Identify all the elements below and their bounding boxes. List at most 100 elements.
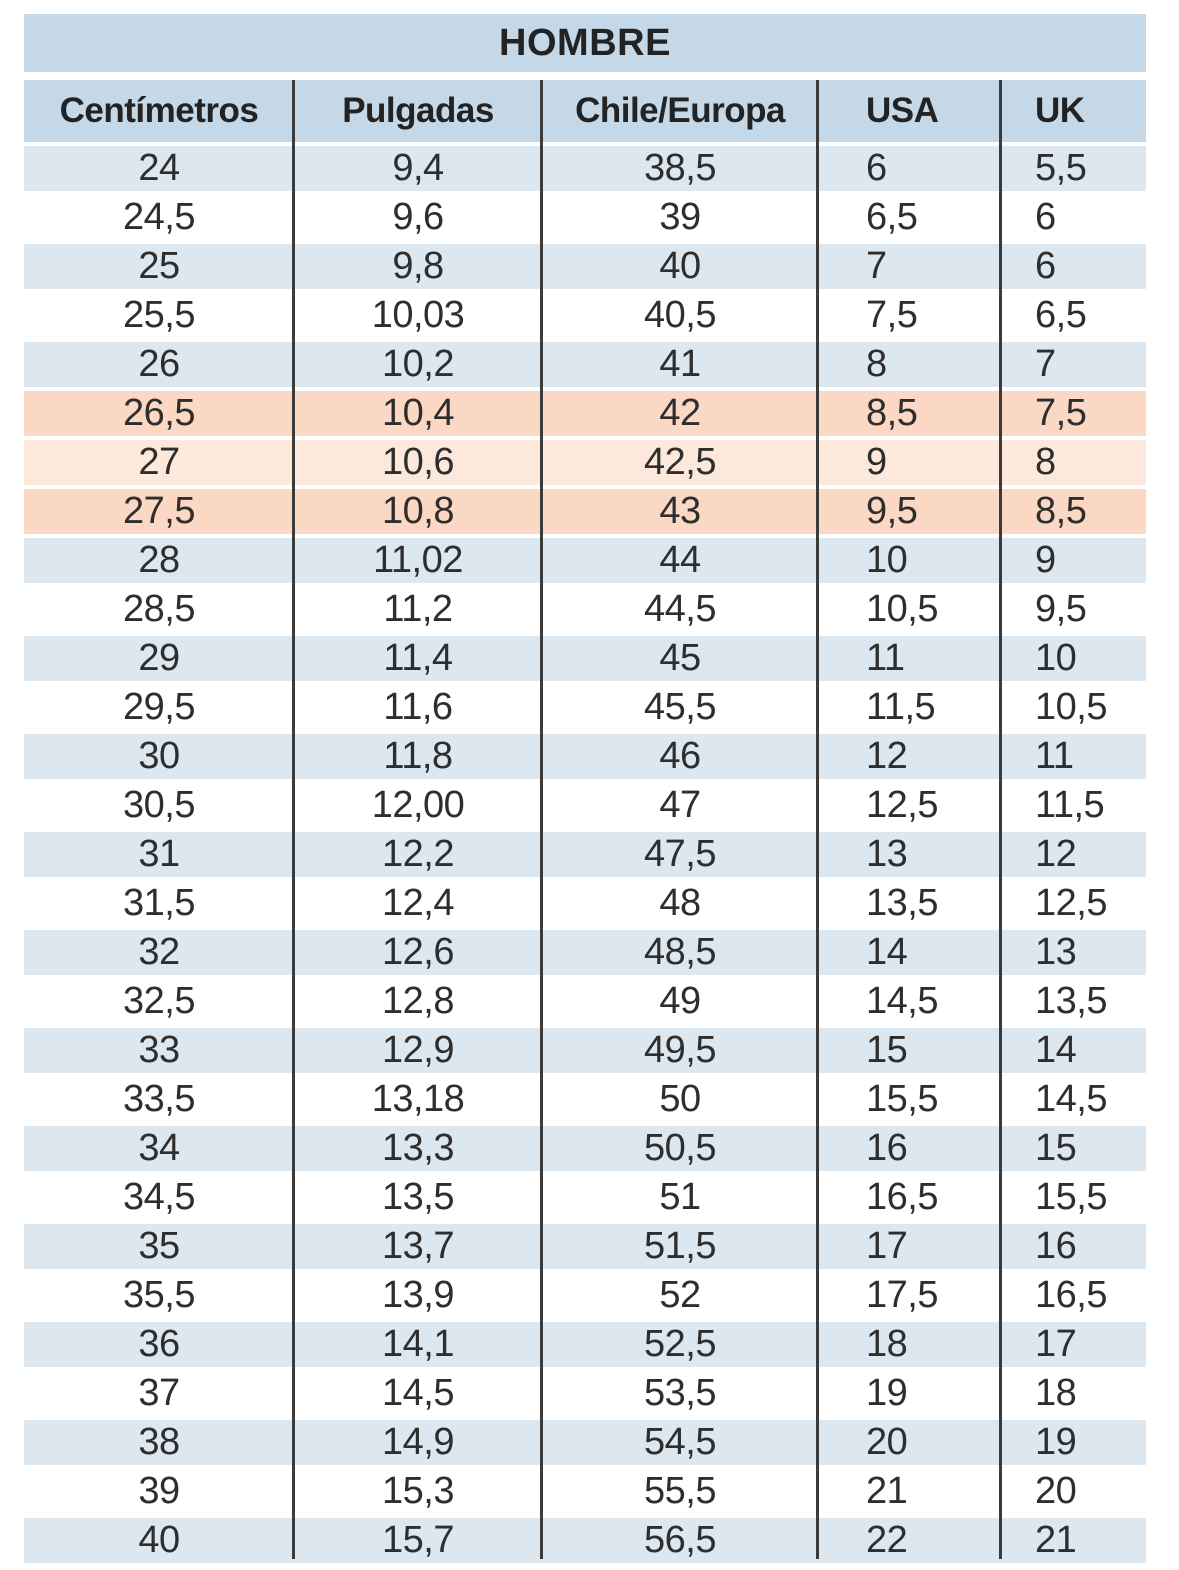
table-cell: 41 — [542, 342, 818, 387]
table-cell: 26,5 — [24, 391, 294, 436]
column-header: UK — [1035, 91, 1085, 130]
table-cell: 17,5 — [818, 1273, 1001, 1318]
table-cell: 24 — [24, 146, 294, 191]
table-cell: 32 — [24, 930, 294, 975]
table-cell: 11,6 — [294, 685, 542, 730]
table-cell: 10,5 — [818, 587, 1001, 632]
table-row: 30 11,8 46 12 11 — [24, 734, 1146, 779]
table-row: 37 14,5 53,5 19 18 — [24, 1371, 1146, 1416]
table-row: 25,5 10,03 40,5 7,5 6,5 — [24, 293, 1146, 338]
table-cell: 9,8 — [294, 244, 542, 289]
column-divider — [816, 80, 819, 1559]
table-cell: 12,00 — [294, 783, 542, 828]
table-cell: 43 — [542, 489, 818, 534]
table-cell: 12,6 — [294, 930, 542, 975]
table-cell: 27,5 — [24, 489, 294, 534]
table-cell: 13,3 — [294, 1126, 542, 1171]
table-cell: 39 — [542, 195, 818, 240]
table-cell: 48 — [542, 881, 818, 926]
table-cell: 35 — [24, 1224, 294, 1269]
size-chart: HOMBRE Centímetros Pulgadas Chile/Europa US… — [24, 14, 1146, 1563]
table-cell: 9,5 — [818, 489, 1001, 534]
table-cell: 45,5 — [542, 685, 818, 730]
table-row: 31 12,2 47,5 13 12 — [24, 832, 1146, 877]
table-cell: 7,5 — [818, 293, 1001, 338]
table-body: 24 9,4 38,5 6 5,5 24,5 9,6 39 6,5 6 25 9,8 40 7 6 25,5 1… — [24, 146, 1146, 1563]
table-cell: 12,5 — [818, 783, 1001, 828]
table-row: 24 9,4 38,5 6 5,5 — [24, 146, 1146, 191]
table-cell: 12,9 — [294, 1028, 542, 1073]
table-cell: 8 — [818, 342, 1001, 387]
table-cell: 38 — [24, 1420, 294, 1465]
table-cell: 10,03 — [294, 293, 542, 338]
table-cell: 45 — [542, 636, 818, 681]
table-cell: 38,5 — [542, 146, 818, 191]
table-cell: 25 — [24, 244, 294, 289]
table-cell: 20 — [1001, 1469, 1146, 1514]
table-cell: 51 — [542, 1175, 818, 1220]
table-cell: 11 — [1001, 734, 1146, 779]
table-cell: 14,1 — [294, 1322, 542, 1367]
table-cell: 49,5 — [542, 1028, 818, 1073]
table-cell: 46 — [542, 734, 818, 779]
table-cell: 7 — [1001, 342, 1146, 387]
table-cell: 14 — [1001, 1028, 1146, 1073]
column-header: Centímetros — [59, 91, 259, 130]
table-cell: 29 — [24, 636, 294, 681]
table-row: 33 12,9 49,5 15 14 — [24, 1028, 1146, 1073]
table-cell: 42 — [542, 391, 818, 436]
table-cell: 10,6 — [294, 440, 542, 485]
table-cell: 10,8 — [294, 489, 542, 534]
table-cell: 14 — [818, 930, 1001, 975]
table-cell: 13,5 — [818, 881, 1001, 926]
header-row: Centímetros Pulgadas Chile/Europa USA UK — [24, 80, 1146, 142]
table-row: 34 13,3 50,5 16 15 — [24, 1126, 1146, 1171]
table-cell: 44,5 — [542, 587, 818, 632]
table-cell: 39 — [24, 1469, 294, 1514]
table-cell: 21 — [818, 1469, 1001, 1514]
table-cell: 21 — [1001, 1518, 1146, 1563]
table-row: 30,5 12,00 47 12,5 11,5 — [24, 783, 1146, 828]
table-row: 39 15,3 55,5 21 20 — [24, 1469, 1146, 1514]
table-cell: 8 — [1001, 440, 1146, 485]
table-row: 25 9,8 40 7 6 — [24, 244, 1146, 289]
table-cell: 27 — [24, 440, 294, 485]
table-cell: 30,5 — [24, 783, 294, 828]
table-row: 28,5 11,2 44,5 10,5 9,5 — [24, 587, 1146, 632]
table-cell: 12,2 — [294, 832, 542, 877]
column-divider — [999, 80, 1002, 1559]
table-cell: 16,5 — [818, 1175, 1001, 1220]
table-cell: 13,9 — [294, 1273, 542, 1318]
table-row: 34,5 13,5 51 16,5 15,5 — [24, 1175, 1146, 1220]
table-cell: 14,5 — [294, 1371, 542, 1416]
table-cell: 13,7 — [294, 1224, 542, 1269]
table-cell: 11,5 — [1001, 783, 1146, 828]
table-cell: 10 — [818, 538, 1001, 583]
column-header: USA — [866, 91, 939, 130]
table-cell: 19 — [1001, 1420, 1146, 1465]
table-cell: 6,5 — [1001, 293, 1146, 338]
column-header: Pulgadas — [342, 91, 494, 130]
table-cell: 40 — [542, 244, 818, 289]
column-divider — [292, 80, 295, 1559]
table-row: 27 10,6 42,5 9 8 — [24, 440, 1146, 485]
table-cell: 15,5 — [1001, 1175, 1146, 1220]
table-cell: 9,4 — [294, 146, 542, 191]
table-cell: 33,5 — [24, 1077, 294, 1122]
column-header: Chile/Europa — [575, 91, 785, 130]
table-cell: 11,5 — [818, 685, 1001, 730]
table-cell: 17 — [1001, 1322, 1146, 1367]
table-cell: 7 — [818, 244, 1001, 289]
table-cell: 18 — [818, 1322, 1001, 1367]
table-cell: 35,5 — [24, 1273, 294, 1318]
table-cell: 9 — [1001, 538, 1146, 583]
table-cell: 17 — [818, 1224, 1001, 1269]
table-cell: 16 — [1001, 1224, 1146, 1269]
table-cell: 28,5 — [24, 587, 294, 632]
table-row: 24,5 9,6 39 6,5 6 — [24, 195, 1146, 240]
table-row: 32,5 12,8 49 14,5 13,5 — [24, 979, 1146, 1024]
table-cell: 49 — [542, 979, 818, 1024]
table-cell: 15 — [1001, 1126, 1146, 1171]
table-row: 29,5 11,6 45,5 11,5 10,5 — [24, 685, 1146, 730]
table-row: 28 11,02 44 10 9 — [24, 538, 1146, 583]
